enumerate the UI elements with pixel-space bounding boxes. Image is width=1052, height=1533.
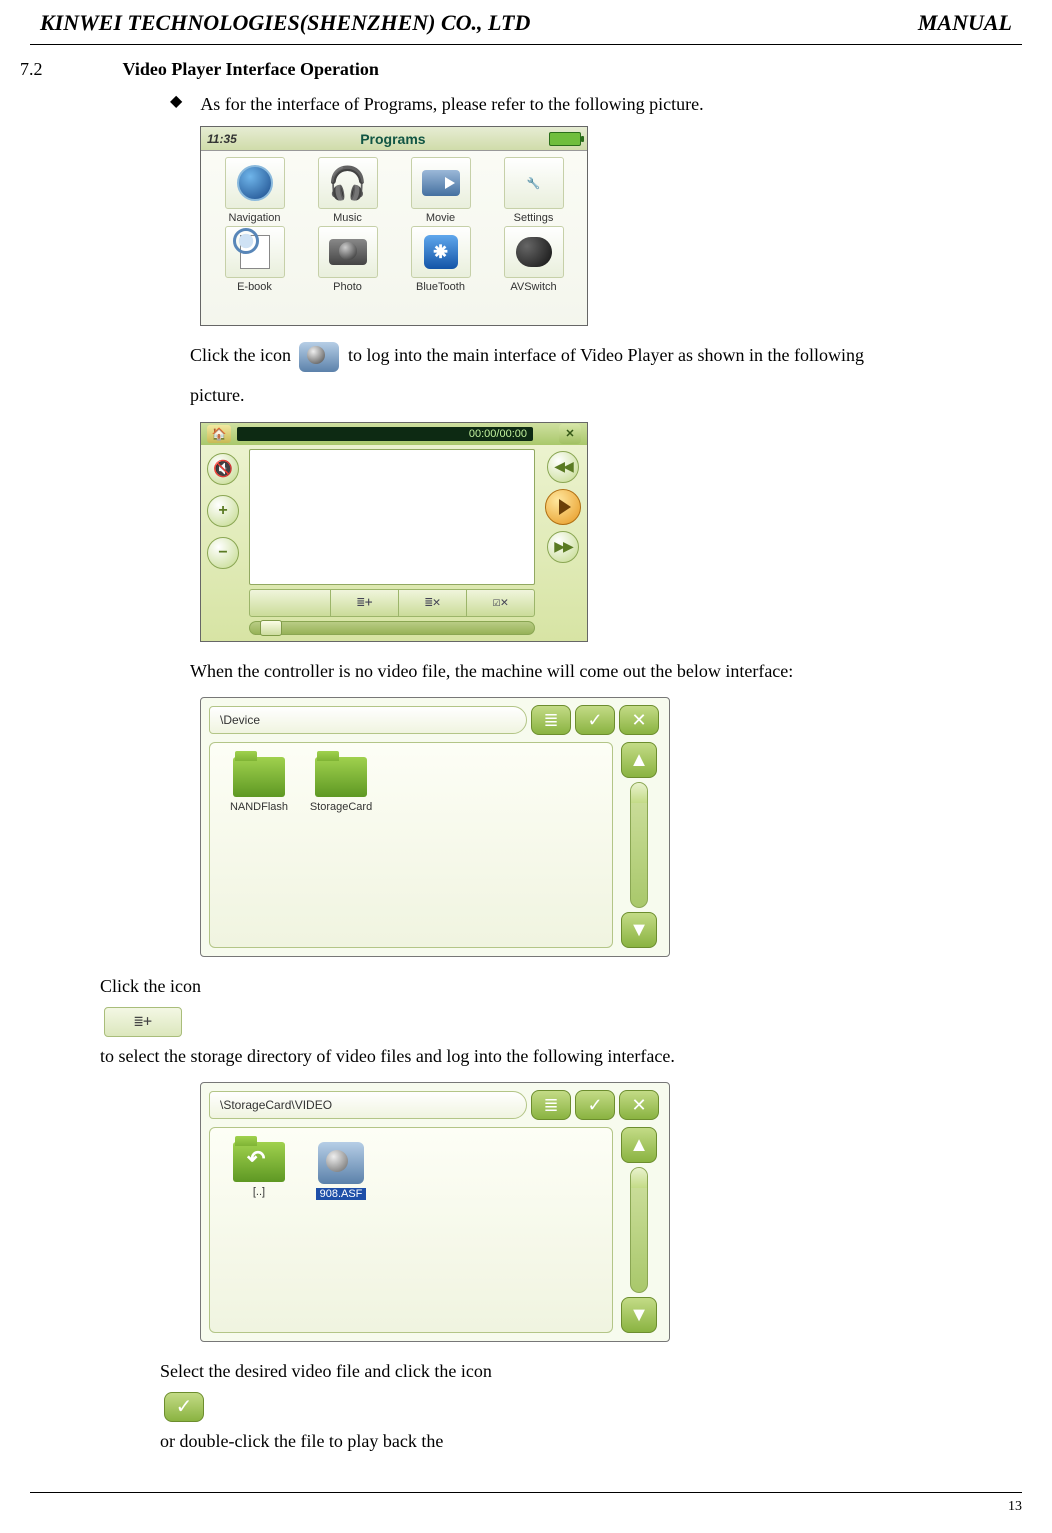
- clock-label: 11:35: [207, 132, 237, 146]
- globe-icon: [237, 165, 273, 201]
- section-heading: 7.2 Video Player Interface Operation: [30, 59, 1022, 80]
- folder-up[interactable]: [..]: [224, 1142, 294, 1198]
- movie-inline-icon: [299, 342, 339, 372]
- fastforward-button[interactable]: ▶▶: [547, 531, 579, 563]
- avswitch-icon: [516, 237, 552, 267]
- bluetooth-icon: ⁕: [424, 235, 458, 269]
- seek-knob-icon: [260, 620, 282, 636]
- body-text: Click the icon to log into the main inte…: [190, 336, 992, 376]
- volume-up-button[interactable]: +: [207, 495, 239, 527]
- remove-from-list-button[interactable]: ≣✕: [399, 590, 467, 616]
- rewind-button[interactable]: ◀◀: [547, 451, 579, 483]
- scroll-up-button[interactable]: ▲: [621, 742, 657, 778]
- folder-up-icon: [233, 1142, 285, 1182]
- confirm-button[interactable]: ✓: [575, 1090, 615, 1120]
- play-button[interactable]: [545, 489, 581, 525]
- volume-down-button[interactable]: −: [207, 537, 239, 569]
- program-ebook[interactable]: E-book: [209, 226, 300, 293]
- programs-window: 11:35 Programs Navigation 🎧Music Movie 🔧…: [200, 126, 588, 326]
- header-right: MANUAL: [918, 10, 1012, 36]
- program-music[interactable]: 🎧Music: [302, 157, 393, 224]
- movie-icon: [422, 170, 460, 196]
- scrollbar[interactable]: [630, 1167, 648, 1293]
- diamond-bullet-icon: ◆: [170, 88, 182, 120]
- headphones-icon: 🎧: [328, 164, 368, 202]
- section-title: Video Player Interface Operation: [123, 59, 379, 80]
- cancel-button[interactable]: ✕: [619, 1090, 659, 1120]
- close-button[interactable]: ✕: [559, 424, 581, 444]
- seek-slider[interactable]: [249, 621, 535, 635]
- confirm-button[interactable]: ✓: [575, 705, 615, 735]
- scroll-up-button[interactable]: ▲: [621, 1127, 657, 1163]
- add-list-inline-icon: ≣+: [104, 1007, 182, 1037]
- page-header: KINWEI TECHNOLOGIES(SHENZHEN) CO., LTD M…: [30, 10, 1022, 42]
- file-browser-window-2: \StorageCard\VIDEO ≣ ✓ ✕ [..] 908.ASF ▲ …: [200, 1082, 670, 1342]
- page-number: 13: [30, 1499, 1022, 1515]
- file-area: NANDFlash StorageCard: [209, 742, 613, 948]
- header-divider: [30, 44, 1022, 45]
- folder-nandflash[interactable]: NANDFlash: [224, 757, 294, 813]
- add-to-list-button[interactable]: ≣+: [331, 590, 399, 616]
- confirm-inline-icon: ✓: [164, 1392, 204, 1422]
- footer-divider: [30, 1492, 1022, 1493]
- folder-icon: [233, 757, 285, 797]
- file-area: [..] 908.ASF: [209, 1127, 613, 1333]
- header-left: KINWEI TECHNOLOGIES(SHENZHEN) CO., LTD: [40, 10, 530, 36]
- program-settings[interactable]: 🔧Settings: [488, 157, 579, 224]
- scrollbar[interactable]: [630, 782, 648, 908]
- wrench-icon: 🔧: [517, 166, 551, 200]
- program-bluetooth[interactable]: ⁕BlueTooth: [395, 226, 486, 293]
- folder-storagecard[interactable]: StorageCard: [306, 757, 376, 813]
- body-text: picture.: [190, 376, 1022, 416]
- battery-icon: [549, 132, 581, 146]
- scroll-down-button[interactable]: ▼: [621, 1297, 657, 1333]
- body-text: Click the icon ≣+ to select the storage …: [100, 967, 1022, 1076]
- list-button[interactable]: ≣: [531, 1090, 571, 1120]
- program-navigation[interactable]: Navigation: [209, 157, 300, 224]
- mute-button[interactable]: 🔇: [207, 453, 239, 485]
- video-player-window: 🏠 00:00/00:00 ✕ 🔇 + − ≣+ ≣✕ ☑✕ ◀: [200, 422, 588, 642]
- bullet-line: ◆ As for the interface of Programs, plea…: [170, 88, 1022, 120]
- body-text: When the controller is no video file, th…: [190, 652, 1022, 692]
- programs-title: Programs: [237, 131, 549, 147]
- video-screen: [249, 449, 535, 585]
- magnifier-icon: [240, 235, 270, 269]
- file-browser-window: \Device ≣ ✓ ✕ NANDFlash StorageCard ▲ ▼: [200, 697, 670, 957]
- path-field: \Device: [209, 706, 527, 734]
- list-button[interactable]: ≣: [531, 705, 571, 735]
- program-movie[interactable]: Movie: [395, 157, 486, 224]
- bullet-text: As for the interface of Programs, please…: [200, 88, 703, 120]
- section-number: 7.2: [20, 59, 43, 80]
- file-908asf[interactable]: 908.ASF: [306, 1142, 376, 1200]
- time-display: 00:00/00:00: [237, 427, 533, 441]
- playlist-button[interactable]: [250, 590, 331, 616]
- body-text: Select the desired video file and click …: [160, 1352, 992, 1461]
- scroll-down-button[interactable]: ▼: [621, 912, 657, 948]
- folder-icon: [315, 757, 367, 797]
- home-button[interactable]: 🏠: [207, 425, 231, 443]
- camera-icon: [329, 239, 367, 265]
- cancel-button[interactable]: ✕: [619, 705, 659, 735]
- program-photo[interactable]: Photo: [302, 226, 393, 293]
- program-avswitch[interactable]: AVSwitch: [488, 226, 579, 293]
- video-file-icon: [318, 1142, 364, 1184]
- clear-list-button[interactable]: ☑✕: [467, 590, 534, 616]
- path-field: \StorageCard\VIDEO: [209, 1091, 527, 1119]
